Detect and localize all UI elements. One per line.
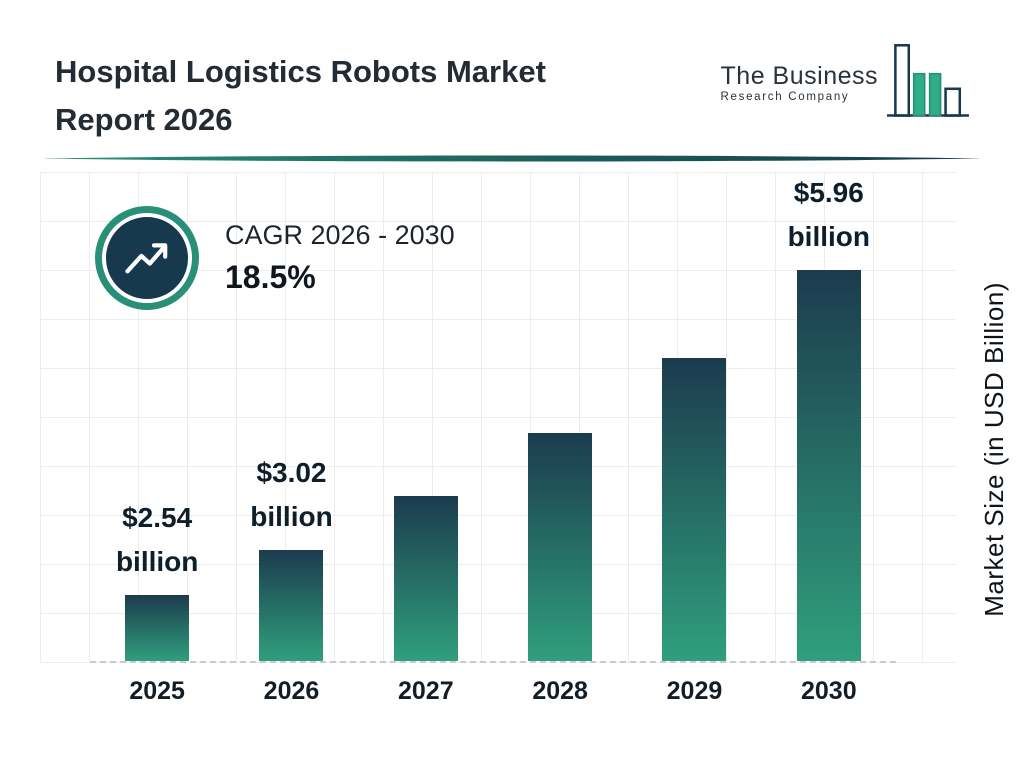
x-tick-2029: 2029 xyxy=(666,677,723,705)
bar-2028 xyxy=(528,433,593,661)
y-axis-label: Market Size (in USD Billion) xyxy=(979,282,1009,617)
bar-2025 xyxy=(125,595,190,661)
trend-up-arrow-icon xyxy=(102,213,192,303)
page-title: Hospital Logistics Robots Market Report … xyxy=(55,48,546,144)
cagr-text: CAGR 2026 - 2030 18.5% xyxy=(225,220,455,296)
logo-bar-chart-icon xyxy=(882,40,974,125)
bar-chart: $2.54 billion 2025 $3.02 billion 2026 2027 2028… xyxy=(90,177,896,705)
logo-subname: Research Company xyxy=(720,91,850,103)
value-label-2025: $2.54 billion xyxy=(115,502,199,577)
x-tick-2027: 2027 xyxy=(398,677,454,705)
x-tick-2028: 2028 xyxy=(532,677,588,705)
value-label-2026: $3.02 billion xyxy=(250,457,333,532)
cagr-badge: CAGR 2026 - 2030 18.5% xyxy=(95,206,455,310)
header-divider xyxy=(45,153,979,165)
bar-column-2026: $3.02 billion 2026 xyxy=(224,180,358,705)
bar-2027 xyxy=(393,496,458,661)
logo-name: The Business xyxy=(720,62,878,90)
bar-column-2027: 2027 xyxy=(359,180,493,705)
bar-2026 xyxy=(259,550,324,661)
x-tick-2030: 2030 xyxy=(800,677,857,705)
value-label-2030: $5.96 billion xyxy=(787,177,871,252)
title-line-1: Hospital Logistics Robots Market xyxy=(55,54,546,89)
x-tick-2026: 2026 xyxy=(263,677,320,705)
bar-column-2028: 2028 xyxy=(493,180,627,705)
bar-column-2025: $2.54 billion 2025 xyxy=(90,180,224,705)
title-line-2: Report 2026 xyxy=(55,102,233,138)
x-tick-2025: 2025 xyxy=(129,677,185,705)
logo-text: The Business Research Company xyxy=(721,62,878,103)
logo: The Business Research Company xyxy=(721,40,974,125)
bar-column-2030: $5.96 billion 2030 xyxy=(762,177,896,705)
bar-2030 xyxy=(796,270,861,661)
bar-column-2029: 2029 xyxy=(627,180,761,705)
bar-2029 xyxy=(662,358,727,661)
cagr-value: 18.5% xyxy=(225,259,316,295)
cagr-label: CAGR 2026 - 2030 xyxy=(225,220,455,250)
